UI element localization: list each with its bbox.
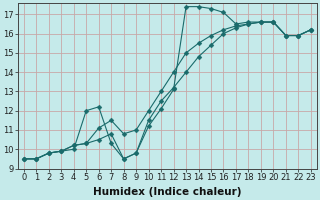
- X-axis label: Humidex (Indice chaleur): Humidex (Indice chaleur): [93, 187, 242, 197]
